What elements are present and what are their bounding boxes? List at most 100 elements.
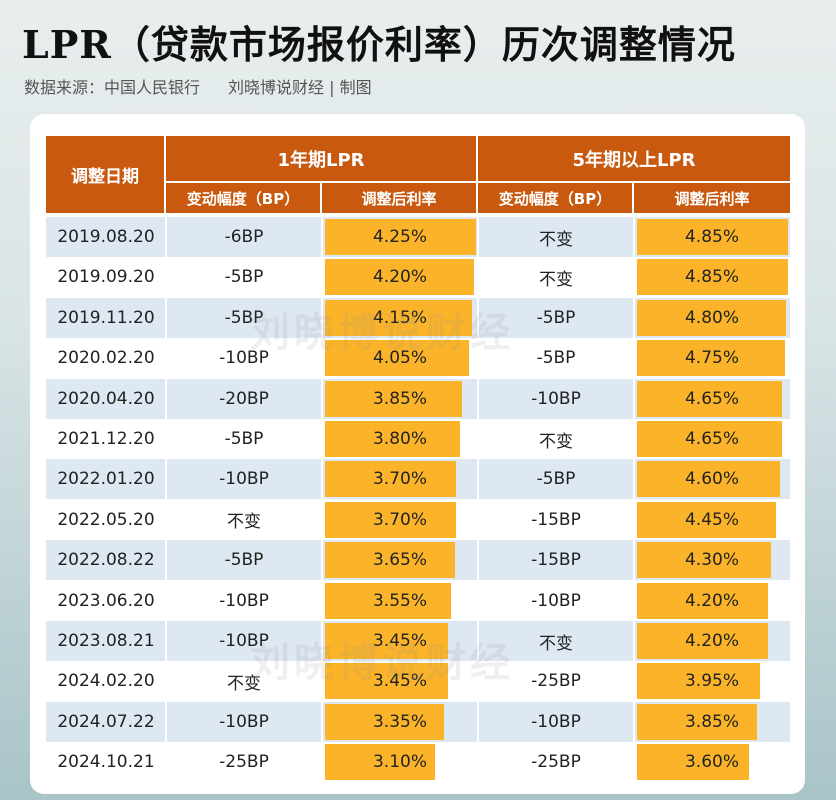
divider (165, 459, 167, 500)
5y-rate-cell: 4.30% (684, 550, 739, 571)
table-row: 2024.07.22 -10BP 3.35% -10BP 3.85% (46, 701, 790, 742)
5y-change-cell: -15BP (531, 509, 581, 530)
1y-change-cell: 不变 (227, 673, 261, 694)
divider (633, 580, 635, 621)
5y-rate-cell: 3.85% (684, 711, 739, 732)
5y-change-cell: 不变 (539, 269, 573, 290)
divider (477, 297, 479, 338)
divider (321, 540, 323, 581)
divider (477, 499, 479, 540)
5y-rate-bar (637, 744, 750, 781)
divider (477, 338, 479, 379)
1y-rate-bar (325, 582, 452, 619)
5y-rate-cell: 4.45% (684, 509, 739, 530)
divider (165, 499, 167, 540)
1y-rate-bar (325, 663, 448, 700)
date-cell: 2021.12.20 (57, 429, 155, 449)
divider (165, 621, 167, 661)
date-cell: 2020.02.20 (57, 348, 155, 369)
5y-rate-cell: 4.80% (684, 307, 739, 328)
divider (321, 661, 323, 702)
5y-rate-bar (637, 259, 788, 296)
divider (165, 742, 167, 783)
table-row: 2022.08.22 -5BP 3.65% -15BP 4.30% (46, 540, 790, 581)
5y-rate-bar (637, 340, 785, 377)
divider (165, 661, 167, 702)
data-source: 数据来源：中国人民银行 (24, 78, 201, 97)
divider (477, 378, 479, 419)
divider (321, 742, 323, 783)
1y-rate-cell: 3.70% (372, 469, 427, 490)
divider (633, 257, 635, 298)
divider (321, 378, 323, 419)
1y-rate-cell: 3.45% (372, 671, 427, 692)
date-cell: 2019.11.20 (57, 307, 155, 328)
header-5y-change: 变动幅度（BP） (478, 183, 634, 215)
divider (165, 338, 167, 379)
date-cell: 2024.10.21 (57, 752, 155, 773)
header-5y-lpr: 5年期以上LPR (478, 136, 790, 183)
date-cell: 2023.08.21 (57, 631, 155, 651)
header-5y-rate: 调整后利率 (634, 183, 790, 215)
divider (321, 701, 323, 742)
1y-change-cell: -10BP (219, 590, 269, 611)
5y-rate-bar (637, 623, 768, 659)
1y-rate-bar (325, 461, 457, 498)
1y-rate-bar (325, 623, 448, 659)
5y-rate-bar (637, 461, 781, 498)
5y-rate-bar (637, 542, 771, 579)
table-row: 2019.08.20 -6BP 4.25% 不变 4.85% (46, 217, 790, 257)
5y-rate-cell: 4.60% (684, 469, 739, 490)
date-cell: 2024.07.22 (57, 711, 155, 732)
divider (477, 580, 479, 621)
5y-rate-cell: 4.65% (684, 388, 739, 409)
5y-change-cell: -10BP (531, 388, 581, 409)
table-row: 2024.10.21 -25BP 3.10% -25BP 3.60% (46, 742, 790, 783)
table-row: 2022.01.20 -10BP 3.70% -5BP 4.60% (46, 459, 790, 500)
5y-change-cell: -15BP (531, 550, 581, 571)
date-cell: 2023.06.20 (57, 590, 155, 611)
5y-rate-bar (637, 299, 787, 336)
table-row: 2019.11.20 -5BP 4.15% -5BP 4.80% (46, 297, 790, 338)
divider (165, 257, 167, 298)
divider (477, 621, 479, 661)
divider (321, 297, 323, 338)
5y-rate-bar (637, 582, 768, 619)
1y-rate-cell: 3.65% (372, 550, 427, 571)
5y-rate-cell: 4.20% (684, 631, 739, 651)
1y-rate-cell: 3.80% (372, 429, 427, 449)
divider (633, 621, 635, 661)
5y-change-cell: -5BP (536, 307, 576, 328)
divider (633, 419, 635, 459)
5y-rate-bar (637, 219, 788, 255)
divider (477, 419, 479, 459)
1y-rate-cell: 3.10% (372, 752, 427, 773)
1y-rate-cell: 3.85% (372, 388, 427, 409)
divider (477, 217, 479, 257)
divider (633, 217, 635, 257)
divider (165, 580, 167, 621)
date-cell: 2022.01.20 (57, 469, 155, 490)
1y-change-cell: -5BP (224, 267, 264, 288)
1y-change-cell: -10BP (219, 631, 269, 651)
5y-rate-bar (637, 421, 782, 457)
divider (633, 742, 635, 783)
5y-change-cell: -10BP (531, 590, 581, 611)
1y-rate-cell: 4.20% (372, 267, 427, 288)
table-row: 2019.09.20 -5BP 4.20% 不变 4.85% (46, 257, 790, 298)
divider (633, 338, 635, 379)
5y-change-cell: 不变 (539, 229, 573, 250)
1y-change-cell: -5BP (224, 429, 264, 449)
date-cell: 2022.08.22 (57, 550, 155, 571)
divider (633, 499, 635, 540)
page-title: LPR（贷款市场报价利率）历次调整情况 (22, 22, 736, 67)
header-date: 调整日期 (46, 136, 166, 215)
1y-rate-bar (325, 703, 445, 740)
table-row: 2024.02.20 不变 3.45% -25BP 3.95% (46, 661, 790, 702)
5y-rate-cell: 4.85% (684, 267, 739, 288)
date-cell: 2019.09.20 (57, 267, 155, 288)
1y-rate-cell: 3.70% (372, 509, 427, 530)
divider (633, 540, 635, 581)
1y-rate-bar (325, 380, 462, 417)
5y-change-cell: -10BP (531, 711, 581, 732)
